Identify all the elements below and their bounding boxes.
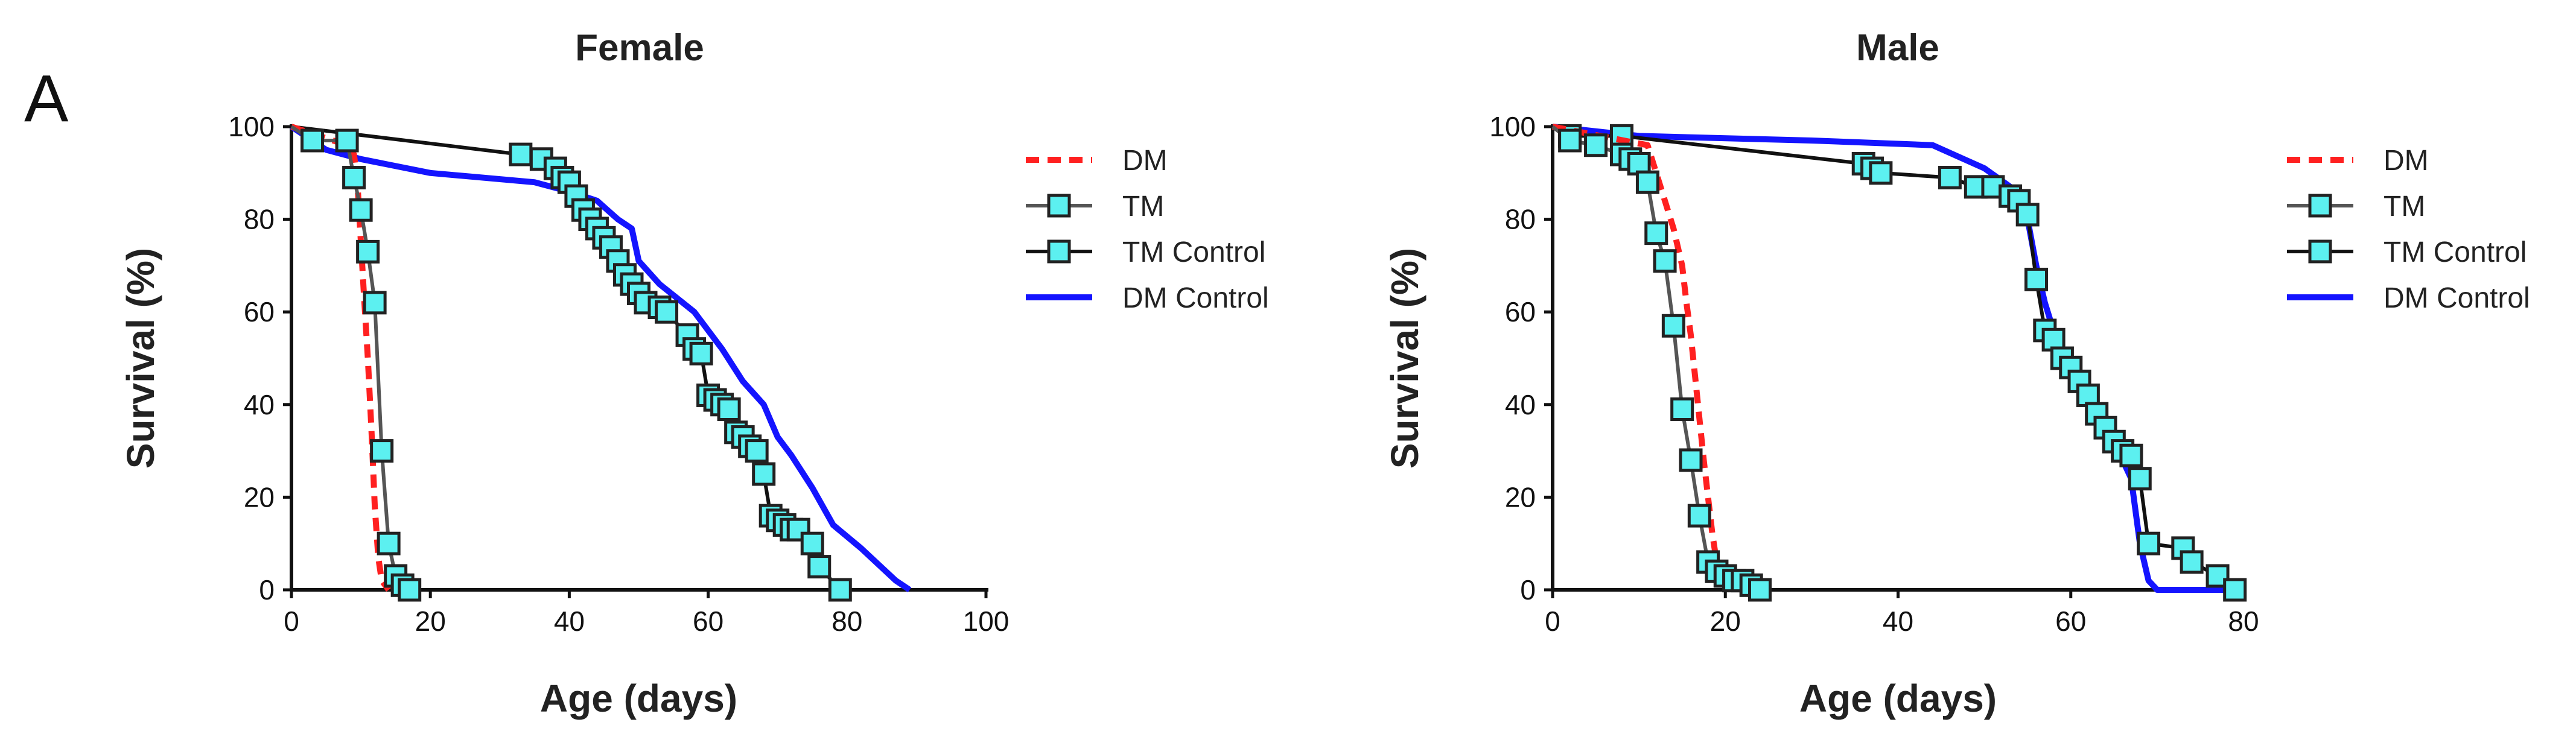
data-point-tm-male xyxy=(1661,314,1685,338)
series-line-dm-control-male xyxy=(1552,124,2235,593)
y-tick-label: 20 xyxy=(1505,481,1536,513)
chart-male: Male 0 20 40 60 80 0 20 40 60 80 100 Age (days) Survi… xyxy=(1383,27,2530,720)
y-tick-label: 60 xyxy=(1505,296,1536,327)
y-axis-label-male: Survival (%) xyxy=(1383,248,1426,469)
data-point-tm-control-female xyxy=(807,555,832,579)
data-point-tm-female xyxy=(370,439,394,463)
panel-label: A xyxy=(24,62,69,136)
series-line-tm-male xyxy=(1551,125,1761,592)
data-point-tm-male xyxy=(1644,221,1668,245)
legend-label-tm-male: TM xyxy=(2384,191,2425,223)
x-tick-label: 20 xyxy=(415,606,446,637)
data-point-tm-male xyxy=(1653,249,1677,273)
data-point-tm-control-female xyxy=(800,531,824,555)
legend-label-dm-female: DM xyxy=(1122,145,1168,177)
data-point-tm-male xyxy=(1635,170,1659,194)
y-tick-label: 80 xyxy=(1505,204,1536,235)
data-point-tm-male xyxy=(1584,133,1608,157)
y-tick-label: 0 xyxy=(259,574,275,606)
data-point-tm-female xyxy=(356,239,380,264)
data-point-tm-control-female xyxy=(717,397,741,421)
y-tick-label: 80 xyxy=(244,204,275,235)
x-tick-label: 40 xyxy=(554,606,585,637)
legend-marker-tm-control-female xyxy=(1047,239,1071,264)
series-line-tm-female xyxy=(290,125,411,592)
data-point-tm-male xyxy=(1748,578,1772,602)
data-point-tm-control-female xyxy=(828,578,852,602)
data-point-tm-control-female xyxy=(752,462,776,486)
y-axis-label-female: Survival (%) xyxy=(119,248,162,469)
data-point-tm-female xyxy=(342,165,366,189)
x-tick-label: 100 xyxy=(963,606,1010,637)
series-line-dm-female xyxy=(290,124,392,592)
legend-marker-tm-female xyxy=(1047,194,1071,218)
x-tick-label: 80 xyxy=(832,606,862,637)
data-point-tm-control-male xyxy=(2024,267,2048,291)
legend-label-tm-control-male: TM Control xyxy=(2384,236,2527,268)
x-axis-label-female: Age (days) xyxy=(540,677,737,720)
data-point-tm-control-male xyxy=(2180,550,2204,574)
data-point-tm-control-male xyxy=(2015,203,2040,227)
y-tick-label: 20 xyxy=(244,481,275,513)
legend-label-tm-control-female: TM Control xyxy=(1122,236,1265,268)
x-tick-label: 0 xyxy=(1545,606,1560,637)
chart-title-male: Male xyxy=(1856,27,1939,69)
legend-label-dm-control-male: DM Control xyxy=(2384,282,2530,314)
y-tick-label: 0 xyxy=(1520,574,1536,606)
data-point-tm-control-male xyxy=(2223,578,2247,602)
legend-label-dm-control-female: DM Control xyxy=(1122,282,1269,314)
legend-marker-tm-control-male xyxy=(2308,239,2332,264)
data-point-tm-male xyxy=(1679,448,1703,472)
x-tick-label: 40 xyxy=(1883,606,1913,637)
data-point-tm-control-female xyxy=(655,300,679,324)
data-point-tm-female xyxy=(301,128,325,153)
data-point-tm-female xyxy=(335,128,359,153)
data-point-tm-male xyxy=(1687,504,1711,528)
data-point-tm-male xyxy=(1558,128,1582,153)
series-line-tm-control-male xyxy=(1551,125,2236,592)
data-point-tm-control-male xyxy=(1938,165,1962,189)
y-tick-label: 100 xyxy=(228,111,275,142)
data-point-tm-control-male xyxy=(2128,467,2152,491)
chart-female: Female 0 20 40 60 80 100 0 20 40 60 80 100 Age (days)… xyxy=(119,27,1269,720)
x-axis-label-male: Age (days) xyxy=(1799,677,1997,720)
y-tick-label: 40 xyxy=(244,389,275,420)
y-tick-label: 40 xyxy=(1505,389,1536,420)
data-point-tm-control-male xyxy=(1869,161,1893,185)
data-point-tm-female xyxy=(363,291,387,315)
legend-label-tm-female: TM xyxy=(1122,191,1164,223)
y-tick-label: 100 xyxy=(1489,111,1536,142)
data-point-tm-control-male xyxy=(2119,443,2143,467)
data-point-tm-female xyxy=(398,578,422,602)
series-line-dm-control-female xyxy=(290,124,912,593)
x-tick-label: 0 xyxy=(284,606,299,637)
data-point-tm-control-female xyxy=(509,142,533,166)
data-point-tm-control-male xyxy=(2137,531,2161,555)
x-tick-label: 60 xyxy=(693,606,724,637)
data-point-tm-control-female xyxy=(745,439,769,463)
legend-marker-tm-male xyxy=(2308,194,2332,218)
data-point-tm-female xyxy=(349,198,373,222)
data-point-tm-female xyxy=(377,531,401,555)
y-tick-label: 60 xyxy=(244,296,275,327)
chart-title-female: Female xyxy=(575,27,704,69)
x-tick-label: 80 xyxy=(2228,606,2259,637)
data-point-tm-male xyxy=(1670,397,1694,421)
legend-label-dm-male: DM xyxy=(2384,145,2429,177)
series-line-dm-male xyxy=(1552,124,1737,592)
x-tick-label: 60 xyxy=(2055,606,2086,637)
data-point-tm-control-female xyxy=(689,341,713,365)
x-tick-label: 20 xyxy=(1710,606,1741,637)
